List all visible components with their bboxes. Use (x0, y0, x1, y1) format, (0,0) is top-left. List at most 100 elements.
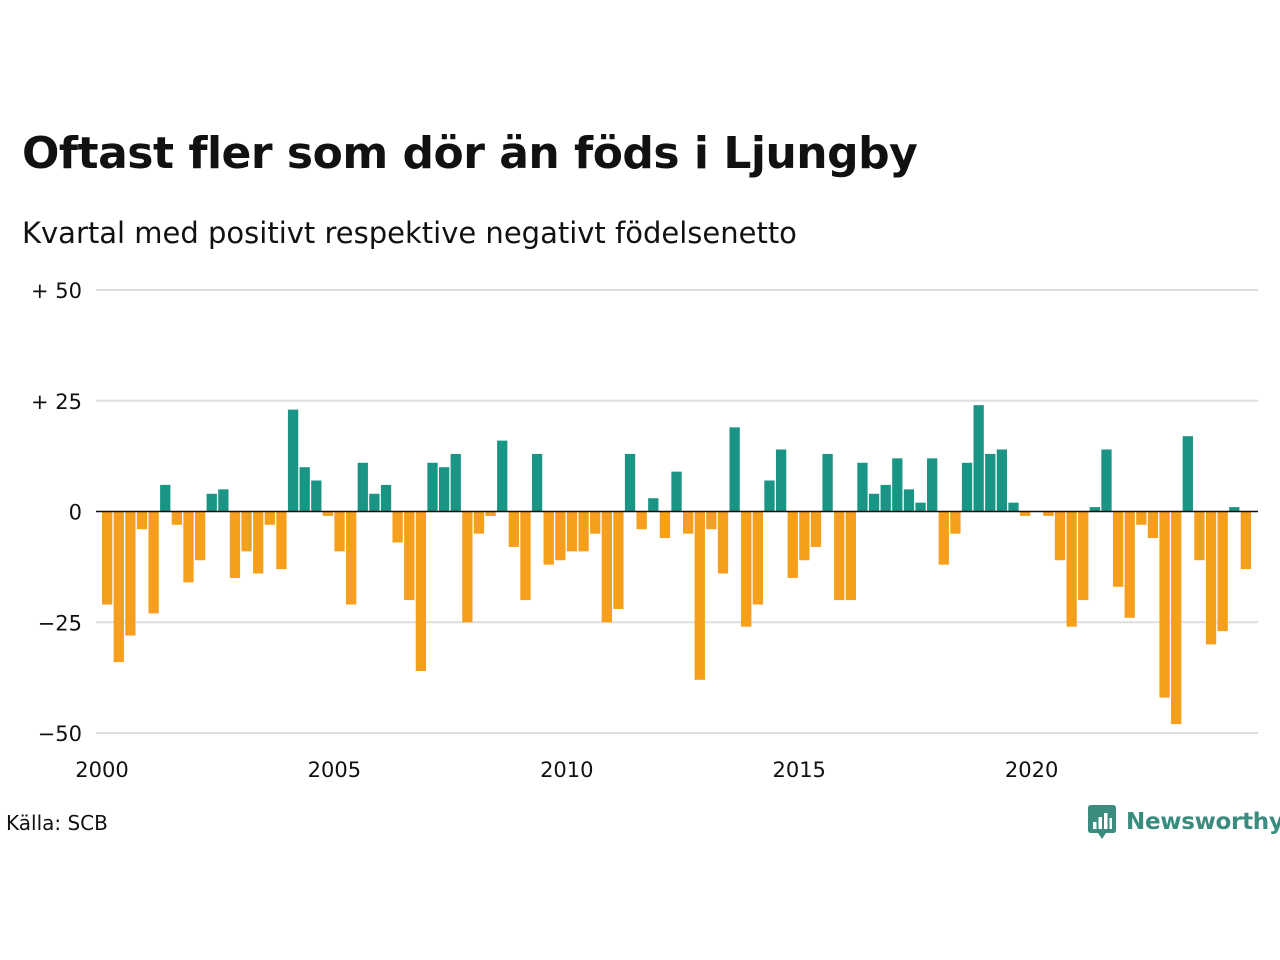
bar (287, 409, 299, 512)
bar (508, 511, 519, 547)
bar (915, 502, 926, 512)
bar (241, 511, 252, 552)
bar (810, 511, 822, 547)
bar (961, 462, 973, 512)
bar (752, 511, 764, 605)
bar (253, 511, 264, 574)
bar (671, 471, 682, 512)
bar (717, 511, 729, 574)
bar (427, 462, 438, 512)
bar (148, 511, 159, 614)
bar (892, 458, 903, 512)
bar (578, 511, 589, 552)
bar (1217, 511, 1228, 632)
bar (322, 511, 334, 516)
bar (1043, 511, 1054, 516)
bar (1147, 511, 1159, 539)
newsworthy-chart-icon (1088, 805, 1116, 839)
x-axis-ticks: 2000 2005 2010 2015 2020 (75, 758, 1058, 782)
bar (601, 511, 612, 623)
bar (450, 453, 461, 512)
bar (462, 511, 473, 623)
bar (857, 462, 868, 512)
bar (392, 511, 403, 543)
bar (229, 511, 241, 578)
bar (799, 511, 810, 561)
bar (1008, 502, 1019, 512)
bar (438, 467, 450, 512)
bar (1229, 507, 1240, 512)
bars (102, 405, 1252, 725)
x-tick-label: 2010 (540, 758, 593, 782)
bar (938, 511, 949, 565)
bar (1182, 436, 1193, 512)
chart-title: Oftast fler som dör än föds i Ljungby (22, 128, 918, 179)
bar (369, 493, 380, 512)
bar (485, 511, 496, 516)
bar (834, 511, 845, 601)
bar (276, 511, 287, 570)
bar (334, 511, 345, 552)
bar (160, 484, 171, 512)
bar (1124, 511, 1135, 618)
bar (415, 511, 427, 671)
bar (590, 511, 601, 534)
bar (473, 511, 485, 534)
y-tick-label: −50 (38, 722, 82, 746)
bar (613, 511, 624, 609)
bar (1112, 511, 1124, 587)
bar (1078, 511, 1089, 601)
bar (497, 440, 508, 512)
bar (102, 511, 113, 605)
bar (636, 511, 647, 530)
bar (125, 511, 136, 636)
y-tick-label: 0 (69, 501, 82, 525)
bar (822, 453, 833, 512)
bar (1066, 511, 1077, 627)
bar (845, 511, 856, 601)
bar (194, 511, 206, 561)
bar (996, 449, 1008, 512)
bar (624, 453, 636, 512)
bar (868, 493, 880, 512)
bar (264, 511, 275, 525)
bar (404, 511, 415, 601)
bar (1101, 449, 1112, 512)
bar (566, 511, 578, 552)
bar (299, 467, 310, 512)
brand-name: Newsworthy (1126, 809, 1280, 835)
bar (543, 511, 554, 565)
bar (775, 449, 787, 512)
bar (218, 489, 229, 512)
bar (985, 453, 996, 512)
x-tick-label: 2005 (308, 758, 361, 782)
bar (136, 511, 148, 530)
bar (1019, 511, 1031, 516)
bar (950, 511, 961, 534)
x-tick-label: 2020 (1005, 758, 1058, 782)
y-tick-label: −25 (38, 611, 82, 635)
bar (787, 511, 798, 578)
bar (380, 484, 392, 512)
y-tick-label: + 25 (31, 390, 82, 414)
brand-logo[interactable]: Newsworthy (1088, 804, 1280, 840)
bar (694, 511, 705, 680)
bar (729, 427, 740, 512)
bar (346, 511, 357, 605)
bar (706, 511, 717, 530)
bar (903, 489, 915, 512)
y-axis-ticks: + 50 + 25 0 −25 −50 (31, 279, 82, 746)
bar (880, 484, 891, 512)
bar (357, 462, 368, 512)
bar (555, 511, 566, 561)
bar (1136, 511, 1147, 525)
bar (1194, 511, 1205, 561)
bar (927, 458, 938, 512)
x-tick-label: 2015 (772, 758, 825, 782)
bar (311, 480, 322, 512)
bar (206, 493, 217, 512)
bar (1205, 511, 1217, 645)
bar (741, 511, 752, 627)
chart-subtitle: Kvartal med positivt respektive negativt… (22, 216, 797, 250)
